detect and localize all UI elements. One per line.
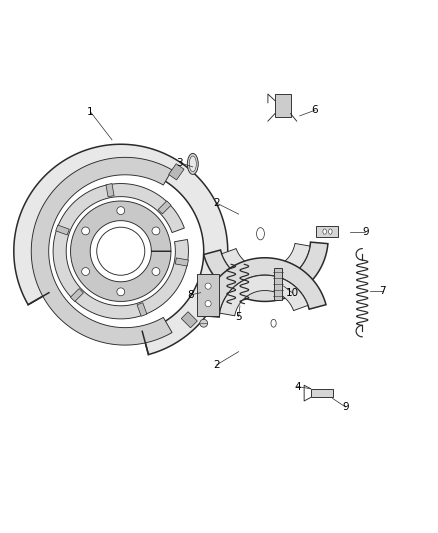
Polygon shape	[316, 227, 338, 237]
Polygon shape	[106, 183, 114, 197]
Polygon shape	[14, 144, 228, 354]
Text: 1: 1	[87, 107, 93, 117]
Circle shape	[205, 301, 211, 306]
Polygon shape	[137, 303, 147, 316]
Ellipse shape	[189, 156, 196, 172]
Text: 2: 2	[213, 360, 220, 370]
Polygon shape	[204, 242, 328, 302]
Text: 8: 8	[187, 290, 194, 300]
Ellipse shape	[328, 229, 332, 234]
Polygon shape	[275, 94, 290, 117]
Ellipse shape	[271, 319, 276, 327]
Text: 4: 4	[294, 382, 301, 392]
Ellipse shape	[323, 229, 326, 234]
Polygon shape	[274, 268, 283, 300]
Text: 5: 5	[235, 312, 242, 322]
Text: 7: 7	[379, 286, 386, 295]
Polygon shape	[222, 244, 310, 284]
Text: 3: 3	[177, 158, 183, 167]
Text: 9: 9	[362, 227, 369, 237]
Circle shape	[97, 227, 145, 275]
Ellipse shape	[187, 154, 198, 174]
Polygon shape	[56, 225, 69, 235]
Polygon shape	[158, 201, 171, 214]
Ellipse shape	[257, 228, 265, 240]
Text: 2: 2	[213, 198, 220, 208]
Circle shape	[81, 227, 89, 235]
Polygon shape	[71, 201, 171, 302]
Text: 6: 6	[312, 105, 318, 115]
Polygon shape	[311, 389, 332, 398]
Polygon shape	[202, 258, 326, 317]
Circle shape	[152, 227, 160, 235]
Circle shape	[117, 288, 125, 296]
Polygon shape	[175, 258, 188, 266]
Polygon shape	[31, 157, 172, 345]
Text: 10: 10	[286, 288, 299, 298]
Polygon shape	[169, 164, 184, 180]
Polygon shape	[220, 275, 308, 316]
Circle shape	[200, 319, 208, 327]
Circle shape	[117, 207, 125, 215]
Circle shape	[152, 268, 160, 276]
Polygon shape	[197, 274, 219, 316]
Circle shape	[205, 283, 211, 289]
Circle shape	[81, 268, 89, 276]
Polygon shape	[181, 312, 198, 328]
Polygon shape	[53, 183, 188, 319]
Text: 9: 9	[343, 402, 349, 412]
Polygon shape	[71, 288, 83, 302]
